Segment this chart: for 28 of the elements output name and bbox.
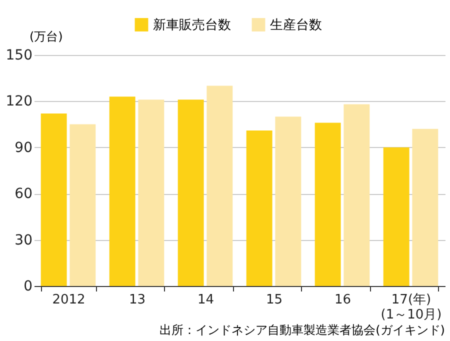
x-tick-label: 2012: [52, 292, 86, 308]
x-tick-label: 13: [128, 292, 146, 308]
x-tick-label: 16: [334, 292, 352, 308]
y-axis-title: (万台): [30, 30, 63, 44]
y-tick-label: 120: [6, 94, 32, 110]
y-tick-label: 60: [14, 186, 32, 202]
legend-label: 新車販売台数: [153, 18, 231, 33]
bar: [344, 104, 370, 286]
legend-label: 生産台数: [270, 16, 322, 33]
y-tick-label: 0: [24, 278, 32, 294]
y-tick-label: 150: [6, 48, 32, 64]
bar: [246, 130, 272, 286]
x-tick-label: 17(年) (1～10月): [380, 292, 442, 322]
bar: [314, 122, 341, 286]
bar: [275, 116, 302, 286]
bar: [383, 147, 410, 286]
bar: [412, 128, 438, 286]
x-tick-label: 14: [197, 292, 214, 308]
bar: [178, 100, 204, 286]
y-tick-label: 90: [14, 140, 32, 156]
bar: [109, 96, 136, 286]
bar: [70, 124, 96, 286]
bar: [206, 86, 233, 286]
y-tick-label: 30: [14, 232, 32, 248]
x-tick-label: 15: [266, 292, 283, 308]
bar: [138, 100, 164, 286]
bar: [40, 114, 67, 286]
text: 出所：インドネシア自動車製造業者協会(ガイキンド): [160, 323, 445, 337]
